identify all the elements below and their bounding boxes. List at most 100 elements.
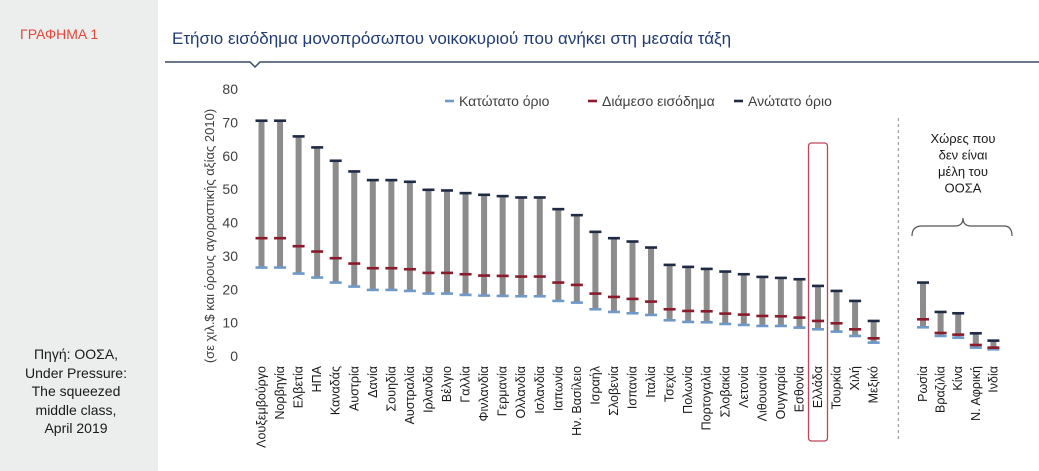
x-tick-label: Χιλή: [848, 366, 862, 390]
x-tick-label: Ελλάδα: [811, 366, 825, 408]
x-tick-label: Τσεχία: [663, 366, 677, 402]
range-bar: [972, 333, 979, 348]
x-tick-label: Εσθονία: [792, 366, 806, 412]
x-tick-label: Πολωνία: [681, 366, 695, 414]
range-bar: [295, 136, 302, 274]
legend-label: Κατώτατο όριο: [459, 93, 550, 109]
y-tick-label: 0: [230, 348, 238, 364]
annotation-brace: [911, 217, 1013, 237]
x-tick-label: Κίνα: [951, 366, 965, 391]
range-bar: [425, 189, 432, 294]
figure-label: ΓΡΑΦΗΜΑ 1: [20, 26, 99, 42]
range-bar: [573, 215, 580, 303]
x-tick-label: Λιθουανία: [755, 366, 769, 421]
range-bar: [722, 271, 729, 324]
range-bar: [462, 193, 469, 295]
y-tick-label: 50: [222, 181, 238, 197]
x-axis-labels: Λουξεμβούργο Νορβηγία Ελβετία ΗΠΑ Καναδάς Αυσ…: [255, 365, 1001, 448]
x-tick-label: Σλοβακία: [718, 366, 732, 417]
range-bar: [920, 282, 926, 328]
title-rule: [165, 61, 1039, 69]
x-tick-label: Νορβηγία: [273, 366, 287, 420]
y-tick-label: 80: [222, 81, 238, 97]
source-note: Πηγή: ΟΟΣΑ, Under Pressure: The squeezed…: [25, 346, 127, 436]
range-bar: [610, 238, 617, 312]
range-bar: [937, 311, 944, 336]
x-tick-label: Βέλγιο: [440, 366, 454, 402]
y-tick-label: 10: [222, 315, 238, 331]
range-bar: [955, 313, 962, 338]
x-tick-label: Ισλανδία: [533, 366, 547, 414]
legend-item: Ανώτατο όριο: [734, 93, 832, 109]
x-tick-label: Σουηδία: [384, 366, 398, 411]
x-tick-label: Δανία: [366, 366, 380, 398]
range-bar: [369, 180, 376, 290]
range-bar: [990, 340, 997, 350]
y-tick-label: 70: [222, 114, 238, 130]
x-tick-label: Ιταλία: [644, 366, 658, 398]
legend: Κατώτατο όριο Διάμεσο εισόδημα Ανώτατο όρι…: [445, 93, 832, 109]
legend-item: Κατώτατο όριο: [445, 93, 550, 109]
x-tick-label: Αυστραλία: [403, 366, 417, 424]
x-tick-label: Ολλανδία: [514, 366, 528, 418]
chart-svg: Ετήσιο εισόδημα μονοπρόσωπου νοικοκυριού…: [165, 29, 1039, 448]
y-axis-label: (σε χιλ.$ και όρους αγοραστικής αξίας 20…: [202, 109, 217, 363]
x-tick-label: Ιρλανδία: [421, 366, 435, 413]
range-bar: [388, 180, 395, 290]
x-tick-label: Γερμανία: [496, 366, 510, 416]
chart-title: Ετήσιο εισόδημα μονοπρόσωπου νοικοκυριού…: [172, 29, 731, 48]
range-bar: [796, 279, 803, 328]
y-tick-label: 20: [222, 281, 238, 297]
range-bar: [499, 196, 506, 296]
range-bar: [351, 171, 358, 287]
x-tick-label: Γαλλία: [459, 366, 473, 403]
x-tick-label: Ισραήλ: [588, 365, 602, 404]
range-bar: [815, 285, 821, 330]
range-bar: [777, 277, 784, 326]
chart-panel: Ετήσιο εισόδημα μονοπρόσωπου νοικοκυριού…: [158, 0, 1039, 471]
range-bar: [685, 266, 692, 322]
range-bar: [444, 190, 450, 294]
y-tick-label: 30: [222, 248, 238, 264]
x-tick-label: Τουρκία: [830, 366, 844, 409]
highlight-box: [807, 142, 829, 442]
x-tick-label: Ρωσία: [916, 366, 930, 402]
range-bar: [258, 120, 265, 268]
x-tick-label: Μεξικό: [867, 366, 881, 403]
x-tick-label: Ιαπωνία: [551, 366, 565, 411]
annotation-line: δεν είναι: [939, 148, 988, 163]
range-bar: [759, 276, 766, 326]
annotation-line: ΟΟΣΑ: [945, 181, 982, 196]
range-bar: [406, 181, 413, 291]
range-bar: [666, 264, 673, 321]
x-tick-label: Βραζιλία: [934, 366, 948, 413]
x-tick-label: Καναδάς: [329, 366, 343, 415]
legend-label: Διάμεσο εισόδημα: [602, 93, 715, 109]
range-bar: [852, 300, 859, 336]
annotation-line: μέλη του: [938, 164, 988, 179]
range-bar: [314, 147, 321, 278]
y-axis: 0 10 20 30 40 50 60 70 80: [222, 81, 238, 364]
annotation-line: Χώρες που: [930, 131, 995, 146]
x-tick-label: Ουγγαρία: [774, 366, 788, 419]
range-bar: [332, 160, 339, 283]
range-bar: [277, 120, 284, 268]
x-tick-label: Ισπανία: [626, 366, 640, 409]
legend-label: Ανώτατο όριο: [748, 93, 832, 109]
y-tick-label: 40: [222, 215, 238, 231]
range-bar: [648, 247, 655, 315]
x-tick-label: Αυστρία: [347, 366, 361, 411]
range-bar: [629, 241, 636, 314]
legend-item: Διάμεσο εισόδημα: [588, 93, 715, 109]
range-bar: [518, 197, 525, 297]
y-tick-label: 60: [222, 148, 238, 164]
x-tick-label: Ην. Βασίλειο: [570, 366, 584, 436]
range-bar: [833, 290, 840, 332]
x-tick-label: Ελβετία: [292, 366, 306, 408]
x-tick-label: Σλοβενία: [607, 366, 621, 416]
x-tick-label: Ν. Αφρική: [969, 366, 983, 421]
sidebar: ΓΡΑΦΗΜΑ 1 Πηγή: ΟΟΣΑ, Under Pressure: Th…: [0, 0, 152, 471]
x-tick-label: Πορτογαλία: [700, 366, 714, 430]
range-bar: [592, 231, 599, 310]
